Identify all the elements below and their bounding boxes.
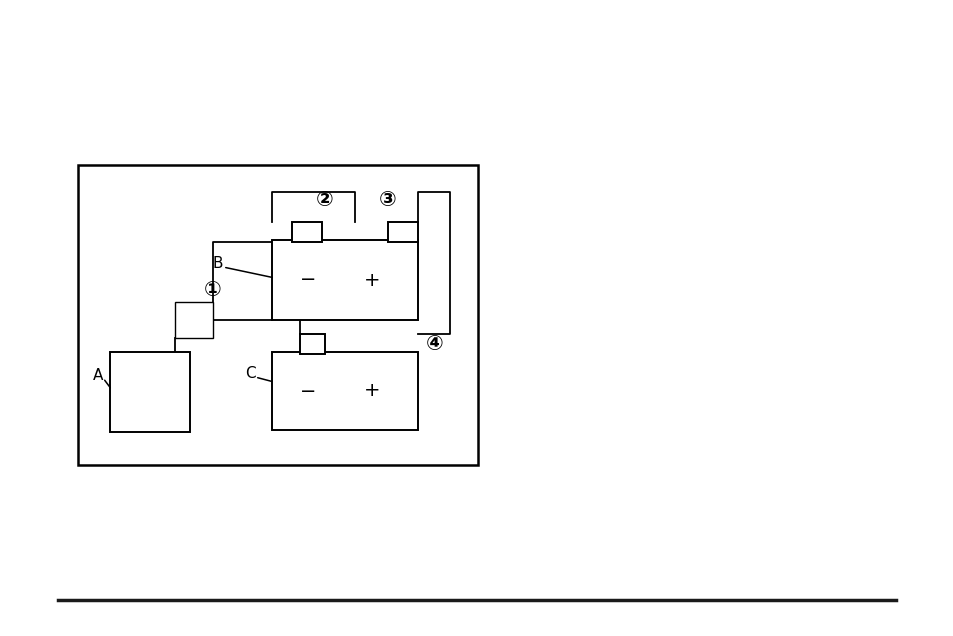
Text: +: + [363, 382, 380, 401]
Bar [388, 222, 417, 242]
Bar [174, 302, 213, 338]
Text: ④: ④ [426, 334, 443, 354]
Bar [272, 240, 417, 320]
Text: −: − [299, 270, 315, 289]
Text: ②: ② [315, 190, 334, 210]
Text: +: + [363, 270, 380, 289]
Bar [78, 165, 477, 465]
Bar [292, 222, 322, 242]
Text: −: − [299, 382, 315, 401]
Text: B: B [213, 256, 223, 272]
Bar [299, 334, 325, 354]
Text: C: C [244, 366, 255, 382]
Text: ③: ③ [378, 190, 396, 210]
Bar [272, 352, 417, 430]
Text: ①: ① [204, 280, 222, 300]
Bar [110, 352, 190, 432]
Text: A: A [92, 368, 103, 382]
